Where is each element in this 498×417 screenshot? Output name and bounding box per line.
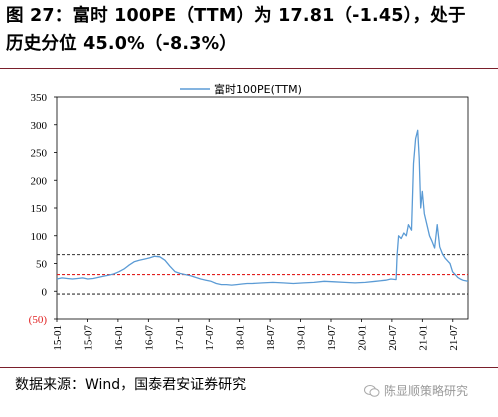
series-line-0 xyxy=(56,129,469,286)
figure-title-line2: 历史分位 45.0%（-8.3%） xyxy=(6,34,238,54)
legend-label: 富时100PE(TTM) xyxy=(214,82,302,96)
figure-title-line1: 图 27：富时 100PE（TTM）为 17.81（-1.45），处于 xyxy=(6,6,466,26)
y-tick-label: 0 xyxy=(42,286,48,298)
x-tick-label: 17-01 xyxy=(174,325,186,351)
plot-frame xyxy=(56,96,469,320)
x-tick-label: 16-07 xyxy=(143,325,155,351)
x-tick-label: 20-01 xyxy=(356,325,368,351)
y-tick-label: 50 xyxy=(36,259,48,271)
x-tick-label: 20-07 xyxy=(387,325,399,351)
y-tick-label: 350 xyxy=(31,92,48,104)
y-tick-label: (50) xyxy=(29,314,48,326)
y-tick-label: 200 xyxy=(31,175,48,187)
y-tick-label: 300 xyxy=(31,120,48,132)
source-note: 数据来源：Wind，国泰君安证券研究 xyxy=(15,377,247,393)
x-tick-label: 19-01 xyxy=(296,325,308,351)
top-rule xyxy=(0,68,498,69)
y-tick-label: 100 xyxy=(31,231,48,243)
x-tick-label: 15-01 xyxy=(52,325,64,351)
x-tick-label: 18-07 xyxy=(265,325,277,351)
wechat-icon xyxy=(364,384,380,397)
x-tick-label: 18-01 xyxy=(235,325,247,351)
x-tick-label: 16-01 xyxy=(113,325,125,351)
watermark-text: 陈显顺策略研究 xyxy=(384,384,469,398)
x-tick-label: 17-07 xyxy=(204,325,216,351)
pe-line-chart: 350 300 250 200 150 100 50 0 (50) 15-01 15-07 16-0… xyxy=(29,82,469,351)
watermark: 陈显顺策略研究 xyxy=(364,382,468,399)
bottom-rule xyxy=(0,367,498,368)
x-tick-label: 19-07 xyxy=(326,325,338,351)
y-tick-label: 250 xyxy=(31,148,48,160)
y-tick-label: 150 xyxy=(31,203,48,215)
figure-title: 图 27：富时 100PE（TTM）为 17.81（-1.45），处于 历史分位… xyxy=(6,2,492,58)
x-tick-label: 15-07 xyxy=(82,325,94,351)
x-tick-label: 21-01 xyxy=(417,325,429,351)
x-tick-label: 21-07 xyxy=(448,325,460,351)
